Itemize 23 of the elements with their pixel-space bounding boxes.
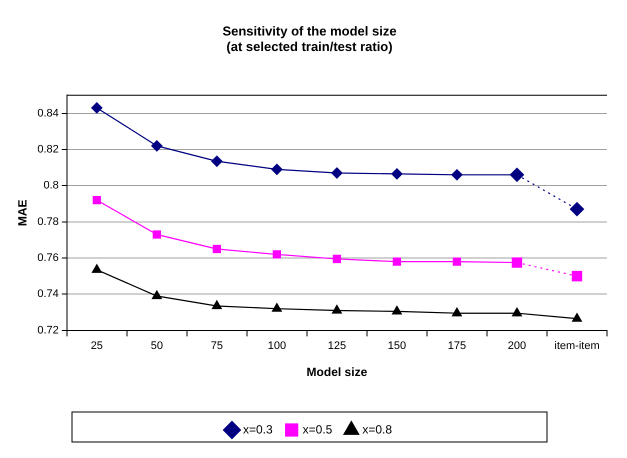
x-tick-label: 150: [388, 340, 406, 352]
y-tick-label: 0.82: [37, 144, 59, 156]
y-tick-label: 0.78: [37, 216, 59, 228]
x-tick-label: 100: [268, 340, 286, 352]
x-tick-label: 50: [150, 340, 163, 352]
x-tick-label: 25: [90, 340, 103, 352]
y-tick-label: 0.76: [37, 252, 59, 264]
x-tick-label: 200: [508, 340, 526, 352]
legend-label: x=0.8: [362, 422, 392, 436]
x-axis-title: Model size: [306, 365, 368, 380]
y-tick-label: 0.74: [37, 288, 59, 300]
text: (at selected train/test ratio): [226, 38, 393, 54]
y-axis-title: MAE: [16, 199, 30, 226]
x-tick-label: 125: [328, 340, 346, 352]
x-tick-label: 75: [210, 340, 223, 352]
legend-label: x=0.5: [302, 422, 333, 436]
y-tick-label: 0.72: [37, 324, 59, 336]
legend-label: x=0.3: [242, 422, 273, 436]
y-tick-label: 0.8: [44, 180, 59, 192]
text: Sensitivity of the model size: [222, 23, 397, 38]
x-tick-label: 175: [448, 340, 466, 352]
y-tick-label: 0.84: [37, 107, 59, 120]
x-tick-label: item-item: [554, 340, 600, 352]
